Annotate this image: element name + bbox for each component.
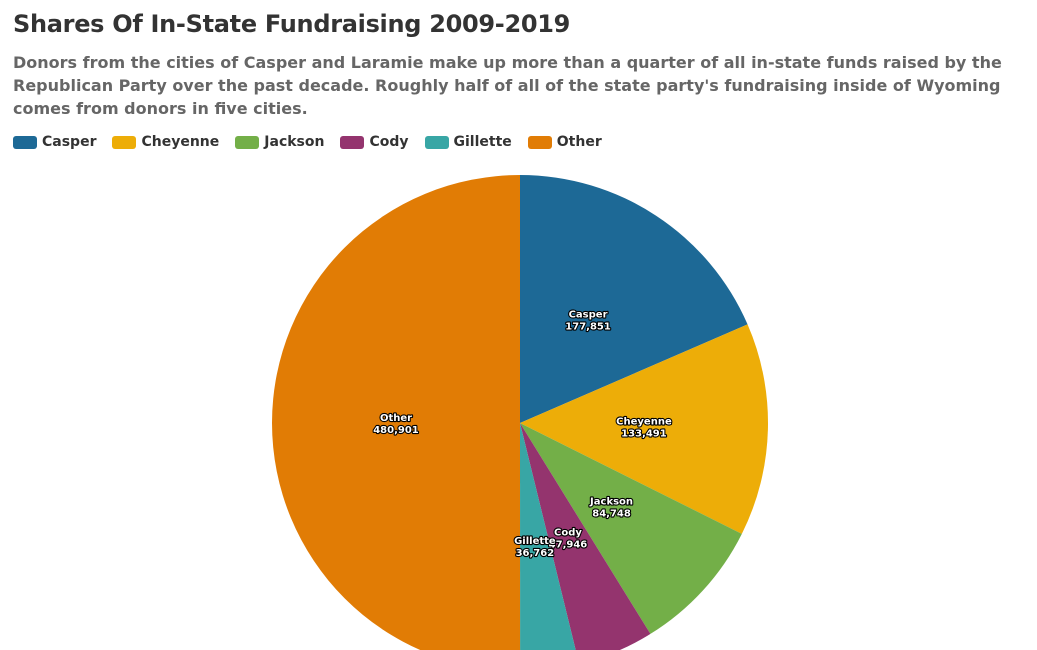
pie-slice-other[interactable]: [272, 175, 521, 650]
slice-label-value-jackson: 84,748: [592, 509, 631, 520]
legend-item-cheyenne[interactable]: Cheyenne: [112, 134, 219, 150]
legend-item-jackson[interactable]: Jackson: [235, 134, 324, 150]
legend-label-casper: Casper: [42, 134, 97, 150]
legend-label-other: Other: [556, 134, 602, 150]
slice-label-value-other: 480,901: [373, 425, 419, 436]
legend-item-gillette[interactable]: Gillette: [424, 134, 512, 150]
slice-label-value-cheyenne: 133,491: [621, 428, 667, 439]
pie-slice-cody[interactable]: [520, 423, 651, 650]
slice-label-jackson: Jackson 84,748: [589, 497, 633, 520]
legend-swatch-cheyenne: [112, 135, 137, 149]
slice-label-value-gillette: 36,762: [516, 548, 555, 559]
legend-swatch-cody: [340, 135, 365, 149]
pie-slice-cheyenne[interactable]: [520, 324, 768, 534]
slice-label-name-cody: Cody: [554, 527, 582, 538]
chart-subtitle: Donors from the cities of Casper and Lar…: [13, 53, 1002, 118]
pie-slice-jackson[interactable]: [520, 423, 742, 634]
legend-swatch-other: [527, 135, 552, 149]
slice-label-cheyenne: Cheyenne 133,491: [616, 416, 672, 439]
slice-label-cody: Cody 47,946: [549, 527, 588, 550]
chart-title: Shares Of In-State Fundraising 2009-2019: [13, 10, 571, 38]
legend-swatch-casper: [13, 135, 37, 149]
slice-label-name-cheyenne: Cheyenne: [616, 416, 672, 427]
legend-swatch-jackson: [235, 135, 260, 149]
slice-label-name-jackson: Jackson: [589, 497, 633, 508]
chart-legend: Casper Cheyenne Jackson Cody Gillette Ot…: [13, 132, 618, 152]
pie-slice-gillette[interactable]: [520, 423, 579, 650]
slice-label-name-gillette: Gillette: [514, 536, 556, 547]
slice-label-value-casper: 177,851: [565, 321, 611, 332]
slice-label-casper: Casper 177,851: [565, 309, 611, 332]
legend-label-gillette: Gillette: [453, 134, 512, 150]
slice-label-name-other: Other: [380, 413, 412, 424]
slice-label-value-cody: 47,946: [549, 539, 588, 550]
pie-slice-casper[interactable]: [520, 175, 748, 423]
legend-label-cody: Cody: [369, 134, 409, 150]
slice-label-name-casper: Casper: [569, 309, 608, 320]
legend-label-jackson: Jackson: [264, 134, 325, 150]
slice-label-gillette: Gillette 36,762: [514, 536, 556, 559]
legend-item-casper[interactable]: Casper: [13, 134, 96, 150]
legend-swatch-gillette: [424, 135, 449, 149]
slice-label-other: Other 480,901: [373, 413, 419, 436]
legend-label-cheyenne: Cheyenne: [141, 134, 220, 150]
legend-item-other[interactable]: Other: [527, 134, 602, 150]
legend-item-cody[interactable]: Cody: [340, 134, 409, 150]
